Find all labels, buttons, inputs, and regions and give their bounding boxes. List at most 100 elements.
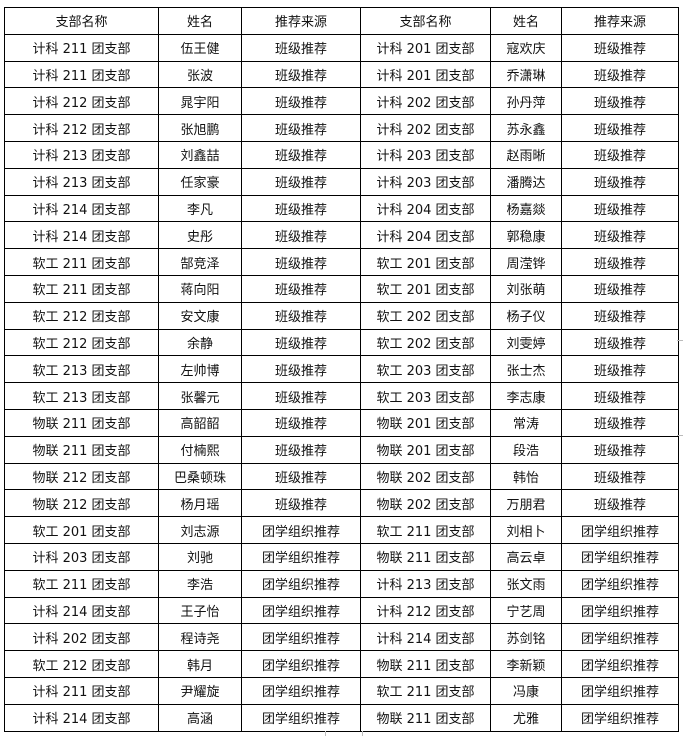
cell-branch: 计科 211 团支部 — [4, 676, 159, 705]
cell-source: 团学组织推荐 — [561, 623, 679, 652]
table-row: 计科 212 团支部 晁宇阳 班级推荐 计科 202 团支部 孙丹萍 班级推荐 — [4, 87, 679, 116]
cell-source: 班级推荐 — [241, 87, 361, 116]
table-body: 计科 211 团支部 伍王健 班级推荐 计科 201 团支部 寇欢庆 班级推荐 计科 211… — [4, 33, 679, 732]
table-row: 计科 211 团支部 张波 班级推荐 计科 201 团支部 乔潇琳 班级推荐 — [4, 60, 679, 89]
cell-source: 团学组织推荐 — [561, 676, 679, 705]
cell-source: 班级推荐 — [241, 274, 361, 303]
cell-name: 刘鑫喆 — [158, 140, 242, 169]
cell-branch: 软工 211 团支部 — [4, 248, 159, 276]
cell-name: 刘相卜 — [490, 516, 562, 544]
cell-name: 李新颖 — [490, 650, 562, 678]
table-row: 计科 214 团支部 王子怡 团学组织推荐 计科 212 团支部 宁艺周 团学组织推荐 — [4, 596, 679, 625]
cell-branch: 计科 214 团支部 — [4, 194, 159, 223]
cell-source: 团学组织推荐 — [241, 516, 361, 544]
cell-branch: 软工 213 团支部 — [4, 382, 159, 410]
cell-name: 程诗尧 — [158, 623, 242, 652]
cell-branch: 计科 203 团支部 — [360, 140, 491, 169]
cell-branch: 计科 201 团支部 — [360, 60, 491, 89]
table-row: 计科 213 团支部 刘鑫喆 班级推荐 计科 203 团支部 赵雨晰 班级推荐 — [4, 140, 679, 169]
cell-source: 团学组织推荐 — [561, 516, 679, 544]
table-row: 计科 214 团支部 史彤 班级推荐 计科 204 团支部 郭稳康 班级推荐 — [4, 221, 679, 250]
cell-branch: 软工 211 团支部 — [4, 569, 159, 598]
cell-name: 郭稳康 — [490, 221, 562, 250]
cell-name: 伍王健 — [158, 33, 242, 62]
cell-branch: 物联 211 团支部 — [4, 435, 159, 464]
cell-name: 常涛 — [490, 408, 562, 437]
cell-source: 班级推荐 — [241, 301, 361, 330]
header-source: 推荐来源 — [241, 7, 361, 35]
cell-branch: 物联 202 团支部 — [360, 462, 491, 491]
cell-branch: 物联 201 团支部 — [360, 435, 491, 464]
cell-source: 团学组织推荐 — [241, 703, 361, 732]
cell-source: 团学组织推荐 — [561, 569, 679, 598]
cell-name: 苏剑铭 — [490, 623, 562, 652]
cell-name: 杨嘉燚 — [490, 194, 562, 223]
table-row: 软工 213 团支部 张馨元 班级推荐 软工 203 团支部 李志康 班级推荐 — [4, 382, 679, 410]
table-row: 计科 214 团支部 李凡 班级推荐 计科 204 团支部 杨嘉燚 班级推荐 — [4, 194, 679, 223]
cell-name: 刘张萌 — [490, 274, 562, 303]
cell-source: 班级推荐 — [561, 114, 679, 142]
cell-name: 安文康 — [158, 301, 242, 330]
cell-name: 周滢铧 — [490, 248, 562, 276]
cell-source: 团学组织推荐 — [241, 542, 361, 571]
header-name: 姓名 — [490, 7, 562, 35]
cell-branch: 软工 203 团支部 — [360, 355, 491, 384]
table-row: 软工 212 团支部 余静 班级推荐 软工 202 团支部 刘雯婷 班级推荐 — [4, 328, 679, 357]
cell-source: 班级推荐 — [241, 140, 361, 169]
header-branch: 支部名称 — [4, 7, 159, 35]
cell-source: 团学组织推荐 — [241, 650, 361, 678]
cell-source: 班级推荐 — [561, 301, 679, 330]
table-row: 软工 213 团支部 左帅博 班级推荐 软工 203 团支部 张士杰 班级推荐 — [4, 355, 679, 384]
cell-source: 班级推荐 — [241, 328, 361, 357]
header-branch: 支部名称 — [360, 7, 491, 35]
page-corner-mark — [677, 435, 683, 436]
cell-branch: 软工 213 团支部 — [4, 355, 159, 384]
cell-branch: 物联 212 团支部 — [4, 489, 159, 518]
cell-branch: 计科 203 团支部 — [4, 542, 159, 571]
cell-source: 班级推荐 — [561, 435, 679, 464]
cell-name: 刘志源 — [158, 516, 242, 544]
cell-name: 潘腾达 — [490, 167, 562, 196]
table-row: 计科 211 团支部 尹耀旋 团学组织推荐 软工 211 团支部 冯康 团学组织推荐 — [4, 676, 679, 705]
cell-branch: 软工 203 团支部 — [360, 382, 491, 410]
cell-source: 班级推荐 — [561, 408, 679, 437]
table-row: 物联 212 团支部 巴桑顿珠 班级推荐 物联 202 团支部 韩怡 班级推荐 — [4, 462, 679, 491]
cell-source: 班级推荐 — [561, 60, 679, 89]
cell-name: 苏永鑫 — [490, 114, 562, 142]
cell-source: 班级推荐 — [241, 248, 361, 276]
cell-branch: 软工 201 团支部 — [360, 274, 491, 303]
cell-name: 史彤 — [158, 221, 242, 250]
cell-name: 张士杰 — [490, 355, 562, 384]
cell-name: 蒋向阳 — [158, 274, 242, 303]
cell-branch: 计科 213 团支部 — [360, 569, 491, 598]
cell-name: 乔潇琳 — [490, 60, 562, 89]
cell-source: 班级推荐 — [561, 194, 679, 223]
header-source: 推荐来源 — [561, 7, 679, 35]
cell-source: 班级推荐 — [561, 274, 679, 303]
table-row: 软工 201 团支部 刘志源 团学组织推荐 软工 211 团支部 刘相卜 团学组织推荐 — [4, 516, 679, 544]
cell-branch: 软工 212 团支部 — [4, 301, 159, 330]
cell-branch: 计科 203 团支部 — [360, 167, 491, 196]
cell-source: 班级推荐 — [561, 489, 679, 518]
table-row: 计科 213 团支部 任家豪 班级推荐 计科 203 团支部 潘腾达 班级推荐 — [4, 167, 679, 196]
cell-source: 班级推荐 — [561, 140, 679, 169]
cell-name: 任家豪 — [158, 167, 242, 196]
cell-name: 王子怡 — [158, 596, 242, 625]
cell-branch: 计科 202 团支部 — [360, 114, 491, 142]
cell-branch: 计科 212 团支部 — [4, 114, 159, 142]
cell-name: 韩月 — [158, 650, 242, 678]
cell-branch: 计科 211 团支部 — [4, 33, 159, 62]
cell-name: 余静 — [158, 328, 242, 357]
header-name: 姓名 — [158, 7, 242, 35]
cell-source: 班级推荐 — [561, 462, 679, 491]
cell-name: 高涵 — [158, 703, 242, 732]
cell-branch: 物联 212 团支部 — [4, 462, 159, 491]
cell-branch: 计科 214 团支部 — [4, 596, 159, 625]
table-row: 计科 203 团支部 刘驰 团学组织推荐 物联 211 团支部 高云卓 团学组织推荐 — [4, 542, 679, 571]
cell-branch: 物联 211 团支部 — [4, 408, 159, 437]
cell-source: 班级推荐 — [241, 408, 361, 437]
table-row: 软工 211 团支部 蒋向阳 班级推荐 软工 201 团支部 刘张萌 班级推荐 — [4, 274, 679, 303]
cell-source: 班级推荐 — [241, 114, 361, 142]
table-row: 计科 214 团支部 高涵 团学组织推荐 物联 211 团支部 尤雅 团学组织推荐 — [4, 703, 679, 732]
cell-name: 李志康 — [490, 382, 562, 410]
